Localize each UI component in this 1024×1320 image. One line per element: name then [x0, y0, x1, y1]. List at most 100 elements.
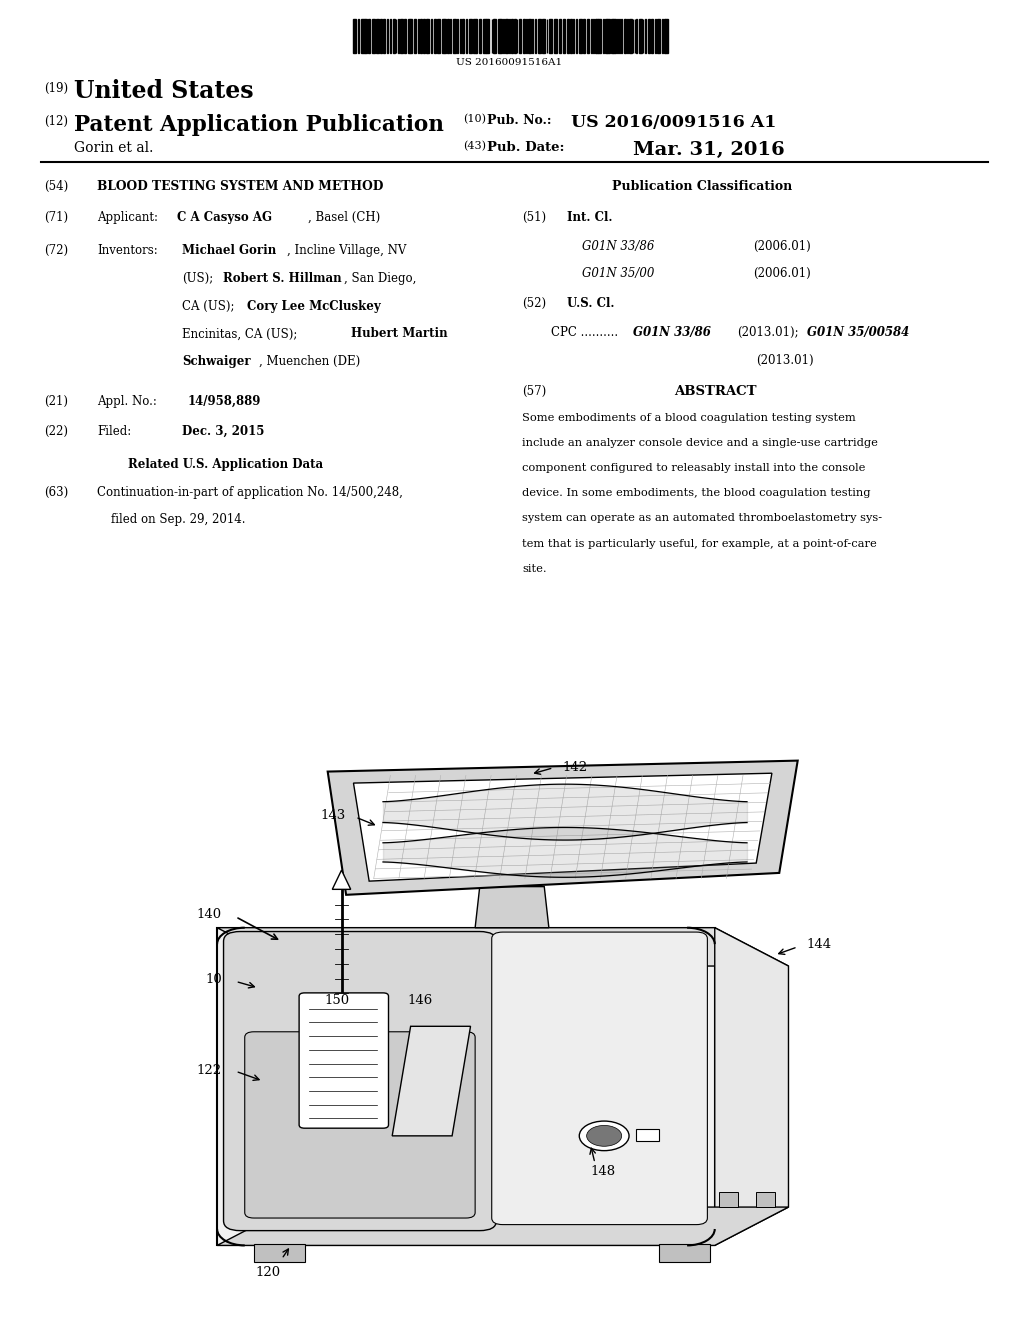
Text: Appl. No.:: Appl. No.: — [97, 395, 157, 408]
Bar — [636, 20, 638, 53]
Bar — [554, 20, 557, 53]
Bar — [605, 20, 606, 53]
Polygon shape — [217, 928, 715, 1246]
Bar — [431, 20, 432, 53]
Text: device. In some embodiments, the blood coagulation testing: device. In some embodiments, the blood c… — [522, 488, 870, 499]
Bar — [573, 20, 574, 53]
Text: 146: 146 — [408, 994, 432, 1007]
Text: (US);: (US); — [182, 272, 214, 285]
Bar — [393, 20, 395, 53]
Text: (21): (21) — [44, 395, 68, 408]
Bar — [648, 20, 650, 53]
Text: component configured to releasably install into the console: component configured to releasably insta… — [522, 463, 865, 474]
Text: Int. Cl.: Int. Cl. — [567, 211, 612, 224]
Bar — [254, 1245, 305, 1262]
Text: (19): (19) — [44, 82, 69, 95]
Text: 143: 143 — [321, 809, 346, 822]
Text: Robert S. Hillman: Robert S. Hillman — [223, 272, 342, 285]
Text: Publication Classification: Publication Classification — [612, 180, 793, 193]
Bar — [757, 1192, 775, 1206]
Text: 150: 150 — [325, 994, 349, 1007]
Text: (63): (63) — [44, 486, 69, 499]
Text: Michael Gorin: Michael Gorin — [182, 244, 276, 257]
Text: Applicant:: Applicant: — [97, 211, 159, 224]
Bar — [596, 20, 598, 53]
Text: 140: 140 — [197, 908, 222, 920]
Text: Gorin et al.: Gorin et al. — [74, 141, 154, 156]
Bar — [528, 20, 531, 53]
Bar — [514, 20, 516, 53]
Bar — [610, 20, 612, 53]
Text: Related U.S. Application Data: Related U.S. Application Data — [128, 458, 324, 471]
Text: Hubert Martin: Hubert Martin — [351, 327, 447, 341]
Bar — [580, 20, 582, 53]
Bar — [483, 20, 486, 53]
Text: 14/958,889: 14/958,889 — [187, 395, 261, 408]
Polygon shape — [392, 1027, 471, 1135]
Bar — [637, 1130, 658, 1142]
Bar — [404, 20, 407, 53]
Bar — [523, 20, 525, 53]
Bar — [591, 20, 592, 53]
FancyBboxPatch shape — [299, 993, 388, 1129]
Bar — [651, 20, 653, 53]
Bar — [437, 20, 439, 53]
Text: Mar. 31, 2016: Mar. 31, 2016 — [633, 141, 784, 160]
Text: Pub. Date:: Pub. Date: — [487, 141, 565, 154]
Circle shape — [580, 1121, 629, 1151]
Bar — [540, 20, 541, 53]
Bar — [624, 20, 626, 53]
Bar — [519, 20, 521, 53]
Bar — [567, 20, 569, 53]
Text: G01N 35/00584: G01N 35/00584 — [807, 326, 909, 339]
Text: CPC ..........: CPC .......... — [551, 326, 618, 339]
Bar — [427, 20, 429, 53]
Bar — [479, 20, 481, 53]
FancyBboxPatch shape — [492, 932, 708, 1225]
Polygon shape — [332, 870, 350, 890]
Text: (72): (72) — [44, 244, 69, 257]
Bar — [629, 20, 632, 53]
Text: (43): (43) — [463, 141, 485, 152]
Bar — [469, 20, 472, 53]
Bar — [376, 20, 379, 53]
Text: ABSTRACT: ABSTRACT — [674, 385, 757, 399]
Text: 142: 142 — [563, 762, 588, 775]
Text: 148: 148 — [591, 1166, 615, 1177]
Polygon shape — [217, 1206, 788, 1246]
Text: G01N 35/00: G01N 35/00 — [582, 267, 654, 280]
Bar — [627, 20, 629, 53]
Text: Pub. No.:: Pub. No.: — [487, 114, 552, 127]
Bar — [657, 20, 660, 53]
Bar — [720, 1192, 738, 1206]
Text: Cory Lee McCluskey: Cory Lee McCluskey — [247, 300, 381, 313]
Bar — [509, 20, 510, 53]
Text: BLOOD TESTING SYSTEM AND METHOD: BLOOD TESTING SYSTEM AND METHOD — [97, 180, 384, 193]
Bar — [408, 20, 410, 53]
Text: 10: 10 — [205, 973, 222, 986]
Text: (51): (51) — [522, 211, 547, 224]
Text: U.S. Cl.: U.S. Cl. — [567, 297, 614, 310]
Bar — [426, 20, 427, 53]
Text: (54): (54) — [44, 180, 69, 193]
Bar — [447, 20, 450, 53]
Bar — [498, 20, 500, 53]
Bar — [400, 20, 402, 53]
Bar — [366, 20, 368, 53]
Bar — [559, 20, 561, 53]
Text: , Incline Village, NV: , Incline Village, NV — [287, 244, 407, 257]
Polygon shape — [353, 774, 772, 882]
Bar — [454, 20, 457, 53]
Text: (2006.01): (2006.01) — [753, 267, 810, 280]
Text: (2006.01): (2006.01) — [753, 240, 810, 253]
Text: 122: 122 — [197, 1064, 222, 1077]
Polygon shape — [217, 928, 788, 966]
Bar — [433, 20, 436, 53]
Bar — [380, 20, 382, 53]
Bar — [441, 20, 443, 53]
Text: (71): (71) — [44, 211, 69, 224]
Bar — [543, 20, 546, 53]
Bar — [457, 20, 459, 53]
Text: C A Casyso AG: C A Casyso AG — [177, 211, 272, 224]
Text: Inventors:: Inventors: — [97, 244, 158, 257]
